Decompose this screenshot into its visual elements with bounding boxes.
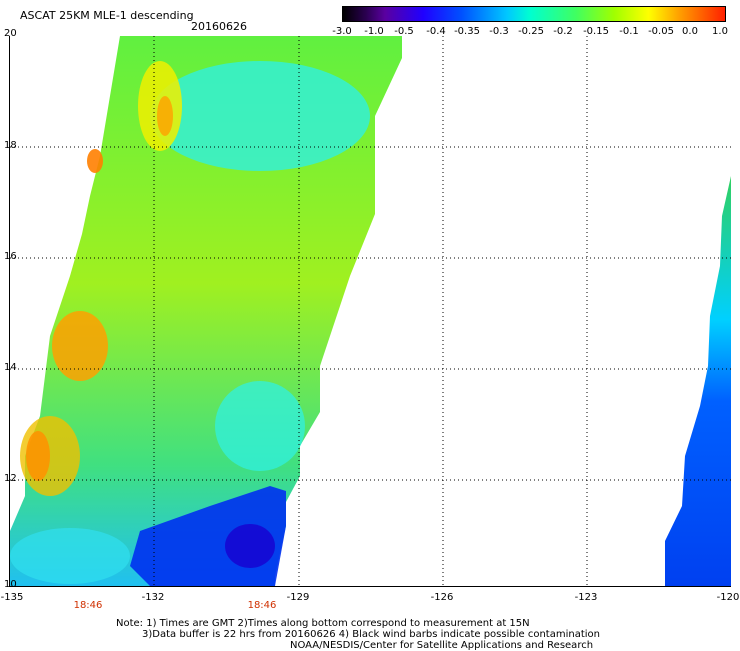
chart-title: ASCAT 25KM MLE-1 descending <box>20 9 194 22</box>
x-axis-label: -120 <box>716 592 740 603</box>
east-swath <box>665 176 731 586</box>
map-svg <box>10 36 731 586</box>
x-axis-label: -123 <box>574 592 598 603</box>
x-axis-label: -132 <box>141 592 165 603</box>
orange-region <box>52 311 108 381</box>
orange-region <box>157 96 173 136</box>
colorbar-tick-label: -1.0 <box>364 26 384 37</box>
colorbar-tick-label: -0.25 <box>518 26 544 37</box>
y-axis-label: 10 <box>4 579 17 590</box>
colorbar-tick-label: -0.15 <box>583 26 609 37</box>
colorbar-tick-label: -0.3 <box>489 26 509 37</box>
colorbar-tick-label: -0.1 <box>619 26 639 37</box>
orange-region <box>87 149 103 173</box>
colorbar-tick-label: -0.2 <box>553 26 573 37</box>
y-axis-label: 20 <box>4 28 17 39</box>
orange-region <box>26 431 50 481</box>
x-axis-label: -126 <box>430 592 454 603</box>
y-axis-label: 18 <box>4 140 17 151</box>
colorbar-tick-label: -0.35 <box>454 26 480 37</box>
x-axis-label: -135 <box>0 592 24 603</box>
colorbar-tick-label: -0.05 <box>648 26 674 37</box>
west-swath <box>10 36 402 586</box>
x-axis-label: -129 <box>286 592 310 603</box>
time-label: 18:46 <box>73 600 103 611</box>
grid-lines <box>10 36 731 586</box>
y-axis-label: 16 <box>4 251 17 262</box>
colorbar <box>342 6 726 22</box>
note-line-2: 3)Data buffer is 22 hrs from 20160626 4)… <box>142 629 600 640</box>
blue-region <box>225 524 275 568</box>
map-area <box>9 36 731 587</box>
colorbar-tick-label: -0.5 <box>394 26 414 37</box>
time-label: 18:46 <box>247 600 277 611</box>
colorbar-tick-label: -3.0 <box>332 26 352 37</box>
cyan-region <box>150 61 370 171</box>
cyan-region <box>10 528 130 584</box>
colorbar-tick-label: 0.0 <box>682 26 698 37</box>
cyan-region <box>215 381 305 471</box>
colorbar-tick-label: -0.4 <box>426 26 446 37</box>
y-axis-label: 14 <box>4 362 17 373</box>
note-line-3: NOAA/NESDIS/Center for Satellite Applica… <box>290 640 594 651</box>
note-line-1: Note: 1) Times are GMT 2)Times along bot… <box>116 618 530 629</box>
chart-date: 20160626 <box>191 20 247 33</box>
y-axis-label: 12 <box>4 473 17 484</box>
colorbar-tick-label: 1.0 <box>712 26 728 37</box>
